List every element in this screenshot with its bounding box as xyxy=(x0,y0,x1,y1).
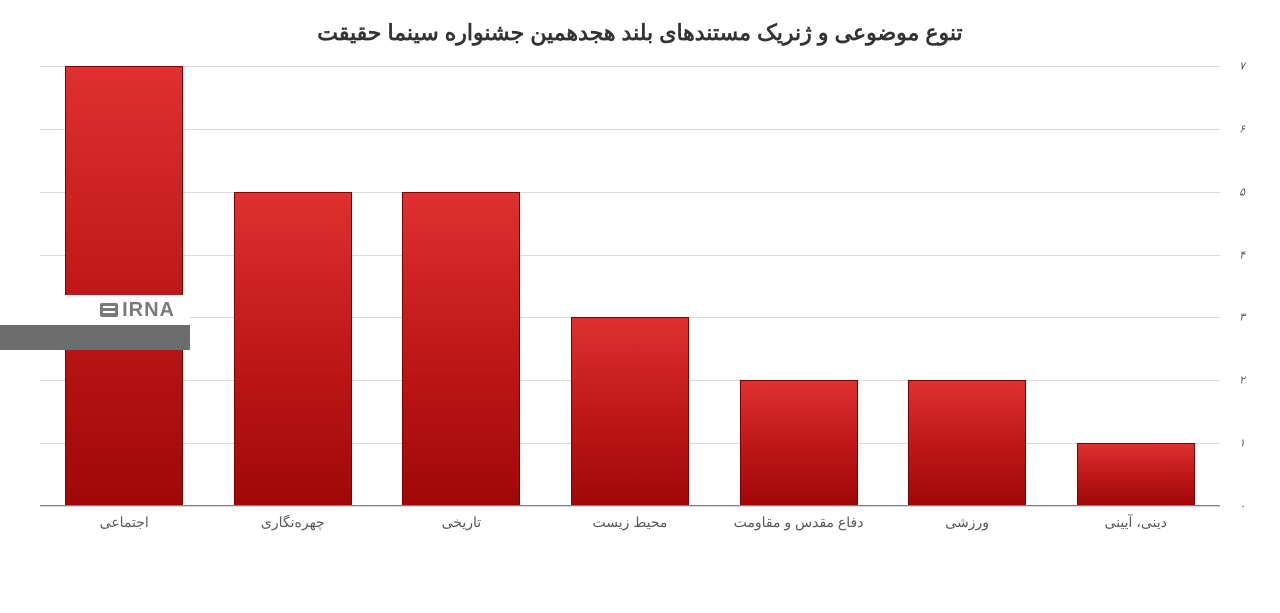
bar-group xyxy=(546,66,715,506)
x-axis-label: تاریخی xyxy=(377,506,546,556)
bar xyxy=(740,380,858,506)
chart-title: تنوع موضوعی و ژنریک مستندهای بلند هجدهمی… xyxy=(30,20,1250,46)
bar xyxy=(234,192,352,506)
y-tick-label: ۳ xyxy=(1239,311,1245,324)
bar-group xyxy=(40,66,209,506)
x-axis-label: چهره‌نگاری xyxy=(209,506,378,556)
y-axis: ۰۱۲۳۴۵۶۷ xyxy=(1225,66,1245,506)
x-axis-label: اجتماعی xyxy=(40,506,209,556)
x-axis: اجتماعیچهره‌نگاریتاریخیمحیط زیستدفاع مقد… xyxy=(40,506,1220,556)
bar xyxy=(402,192,520,506)
bar-group xyxy=(1051,66,1220,506)
watermark-logo: IRNA xyxy=(100,299,175,322)
y-tick-label: ۷ xyxy=(1239,60,1245,73)
y-tick-label: ۱ xyxy=(1239,437,1245,450)
y-tick-label: ۵ xyxy=(1239,185,1245,198)
watermark: IRNA xyxy=(0,295,190,350)
plot-area: ۰۱۲۳۴۵۶۷ اجتماعیچهره‌نگاریتاریخیمحیط زیس… xyxy=(40,66,1220,556)
watermark-text: IRNA xyxy=(122,299,175,322)
bar xyxy=(571,317,689,506)
bar-group xyxy=(377,66,546,506)
chart-container: تنوع موضوعی و ژنریک مستندهای بلند هجدهمی… xyxy=(0,0,1280,613)
x-axis-label: دینی، آیینی xyxy=(1051,506,1220,556)
y-tick-label: ۶ xyxy=(1239,122,1245,135)
y-tick-label: ۲ xyxy=(1239,374,1245,387)
watermark-icon xyxy=(100,303,118,317)
bar xyxy=(1077,443,1195,506)
bar-group xyxy=(714,66,883,506)
watermark-bottom xyxy=(0,325,190,350)
bar-group xyxy=(883,66,1052,506)
bars-area xyxy=(40,66,1220,506)
x-axis-label: دفاع مقدس و مقاومت xyxy=(714,506,883,556)
x-axis-label: محیط زیست xyxy=(546,506,715,556)
y-tick-label: ۰ xyxy=(1239,500,1245,513)
bar-group xyxy=(209,66,378,506)
bar xyxy=(65,66,183,506)
x-axis-label: ورزشی xyxy=(883,506,1052,556)
bar xyxy=(908,380,1026,506)
y-tick-label: ۴ xyxy=(1239,248,1245,261)
watermark-top: IRNA xyxy=(0,295,190,325)
